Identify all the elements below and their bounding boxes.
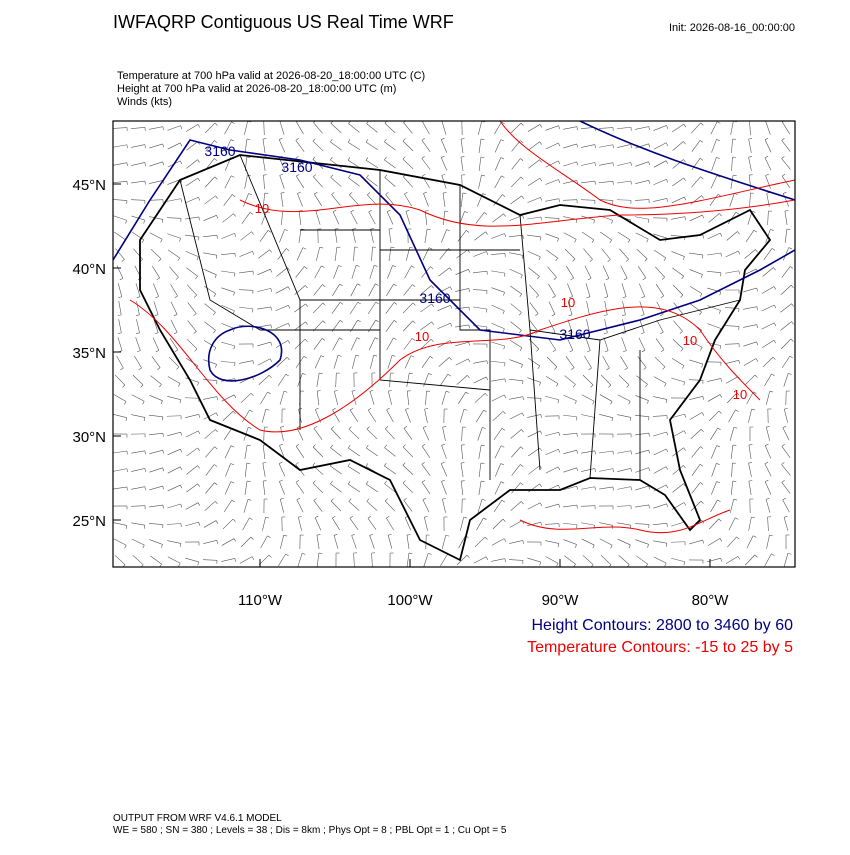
field-line: Height at 700 hPa valid at 2026-08-20_18… [117, 83, 396, 95]
init-time: Init: 2026-08-16_00:00:00 [669, 22, 795, 34]
lon-label: 90°W [542, 592, 580, 609]
field-line: Winds (kts) [117, 96, 172, 108]
field-line: Temperature at 700 hPa valid at 2026-08-… [117, 70, 425, 82]
temperature-contour-label: 10 [733, 387, 747, 402]
temperature-legend: Temperature Contours: -15 to 25 by 5 [527, 639, 793, 656]
lon-label: 80°W [692, 592, 730, 609]
height-legend: Height Contours: 2800 to 3460 by 60 [531, 617, 793, 634]
lat-label: 35°N [72, 345, 106, 362]
temperature-contour-label: 10 [683, 333, 697, 348]
lat-label: 40°N [72, 261, 106, 278]
height-contour-label: 3160 [559, 326, 590, 342]
footer-line: OUTPUT FROM WRF V4.6.1 MODEL [113, 813, 282, 824]
temperature-contour-label: 10 [415, 329, 429, 344]
lon-label: 110°W [238, 592, 283, 609]
temperature-contour-label: 10 [561, 295, 575, 310]
lat-label: 30°N [72, 429, 106, 446]
height-contour-label: 3160 [281, 159, 312, 175]
temperature-contour-label: 10 [255, 201, 269, 216]
height-contour-label: 3160 [204, 143, 235, 159]
lat-label: 45°N [72, 177, 106, 194]
height-contour-label: 3160 [419, 290, 450, 306]
lat-label: 25°N [72, 513, 106, 530]
lon-label: 100°W [387, 592, 433, 609]
title: IWFAQRP Contiguous US Real Time WRF [113, 12, 454, 32]
footer-line: WE = 580 ; SN = 380 ; Levels = 38 ; Dis … [113, 825, 507, 836]
